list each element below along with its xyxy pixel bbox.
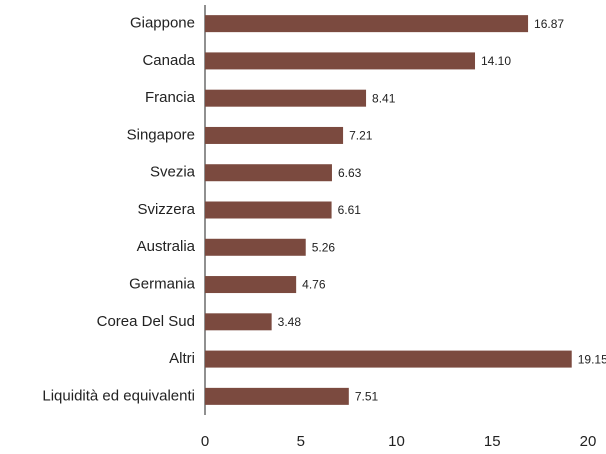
- value-label: 14.10: [481, 54, 511, 68]
- y-tick-label: Svizzera: [137, 201, 195, 218]
- value-label: 3.48: [278, 315, 302, 329]
- y-tick-label: Canada: [142, 52, 195, 69]
- value-label: 7.51: [355, 390, 379, 404]
- bar: [205, 52, 476, 70]
- y-tick-label: Francia: [145, 89, 196, 106]
- x-tick-label: 5: [297, 433, 305, 450]
- value-label: 19.15: [578, 352, 606, 366]
- x-tick-label: 10: [388, 433, 405, 450]
- bar: [205, 350, 572, 368]
- value-label: 16.87: [534, 17, 564, 31]
- y-tick-label: Svezia: [150, 164, 196, 181]
- y-tick-label: Australia: [137, 238, 196, 255]
- bar: [205, 15, 529, 33]
- y-tick-label: Altri: [169, 350, 195, 367]
- bar: [205, 164, 332, 182]
- x-tick-label: 0: [201, 433, 209, 450]
- bar: [205, 276, 297, 294]
- x-tick-label: 20: [580, 433, 597, 450]
- bar: [205, 89, 367, 107]
- y-tick-label: Singapore: [127, 126, 195, 143]
- x-tick-label: 15: [484, 433, 501, 450]
- y-tick-label: Germania: [129, 276, 196, 293]
- value-label: 5.26: [312, 240, 336, 254]
- value-label: 6.63: [338, 166, 362, 180]
- bar: [205, 387, 349, 405]
- value-label: 8.41: [372, 91, 396, 105]
- value-label: 7.21: [349, 129, 373, 143]
- y-tick-label: Corea Del Sud: [97, 313, 195, 330]
- value-label: 4.76: [302, 278, 326, 292]
- y-tick-label: Giappone: [130, 15, 195, 32]
- bar: [205, 126, 344, 144]
- value-label: 6.61: [338, 203, 362, 217]
- bar: [205, 313, 272, 331]
- bar: [205, 238, 306, 256]
- y-tick-label: Liquidità ed equivalenti: [42, 387, 195, 404]
- bar: [205, 201, 332, 219]
